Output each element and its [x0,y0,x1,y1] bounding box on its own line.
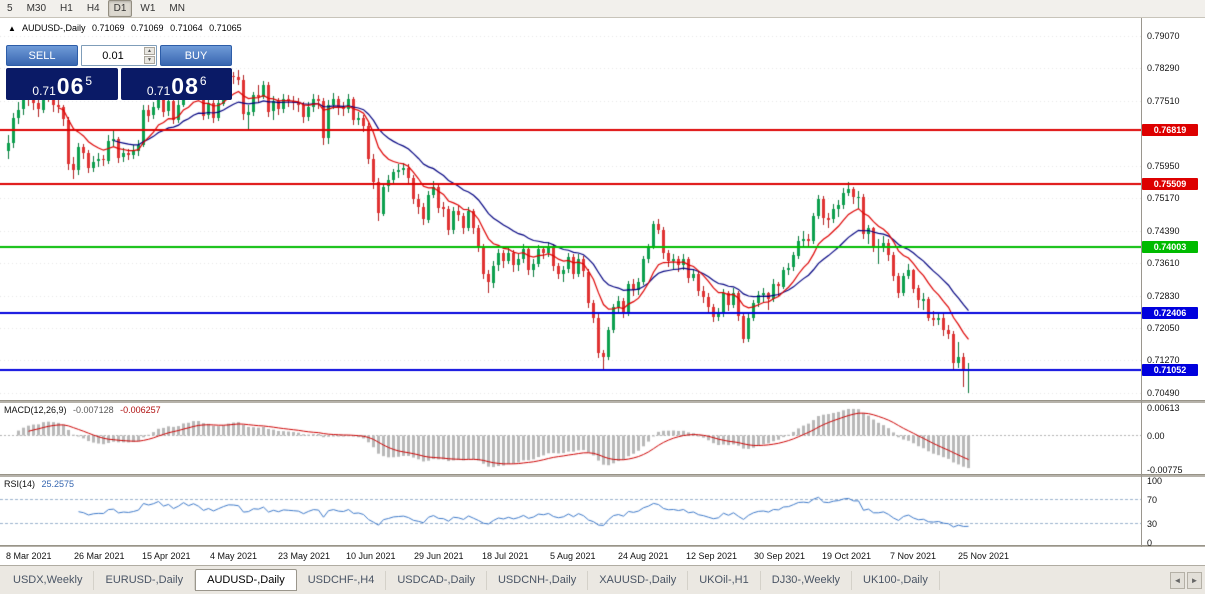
time-axis-label: 25 Nov 2021 [958,551,1010,561]
macd-canvas[interactable] [0,403,1141,474]
tab-scroll-left-icon[interactable]: ◄ [1170,572,1185,589]
buy-button[interactable]: BUY [160,45,232,66]
price-axis-label: 0.73610 [1147,258,1180,269]
price-axis-label: 0.78290 [1147,63,1180,74]
price-axis-separator [1141,18,1142,547]
buy-price-prefix: 0.71 [146,84,171,98]
rsi-name: RSI(14) [4,479,36,489]
price-axis-label: 0.79070 [1147,30,1180,41]
time-axis-label: 4 May 2021 [210,551,258,561]
time-axis-separator [0,545,1205,547]
price-axis-label: 0.72050 [1147,323,1180,333]
volume-up-icon[interactable]: ▲ [144,47,155,55]
sell-price-pips: 06 [56,73,85,99]
bar-close-value: 0.71065 [209,23,242,33]
price-axis-label: 0.71270 [1147,355,1180,366]
panel-resize-handle[interactable] [0,400,1205,403]
time-axis-label: 29 Jun 2021 [414,551,464,561]
time-axis-label: 30 Sep 2021 [754,551,806,561]
time-axis-label: 5 Aug 2021 [550,551,596,561]
volume-input[interactable] [82,46,156,65]
rsi-axis-label: 0 [1147,538,1153,548]
time-axis-label: 8 Mar 2021 [6,551,52,561]
timeframe-h4[interactable]: H4 [86,3,100,14]
price-line-tag: 0.74003 [1142,240,1198,253]
volume-box: ▲ ▼ [81,45,157,66]
chart-tab-audusd-daily[interactable]: AUDUSD-,Daily [195,569,297,591]
timeframe-d1[interactable]: D1 [107,0,133,17]
time-axis-label: 24 Aug 2021 [618,551,669,561]
rsi-axis-label: 30 [1147,519,1158,530]
timeframe-mn[interactable]: MN [169,3,185,14]
sell-price-point: 5 [85,74,93,88]
time-axis-label: 15 Apr 2021 [142,551,191,561]
rsi-value: 25.2575 [41,479,75,489]
macd-axis-label: -0.00775 [1147,465,1183,475]
macd-axis-label: 0.00 [1147,431,1165,442]
chart-tab-dj30-weekly[interactable]: DJ30-,Weekly [761,570,853,590]
buy-price-display[interactable]: 0.71 08 6 [120,68,232,100]
price-axis-label: 0.75170 [1147,193,1180,204]
time-axis-label: 19 Oct 2021 [822,551,872,561]
timeframe-w1[interactable]: W1 [140,3,156,14]
macd-signal-value: -0.006257 [120,405,161,415]
time-axis-label: 7 Nov 2021 [890,551,937,561]
sell-price-display[interactable]: 0.71 06 5 [6,68,118,100]
bar-high-value: 0.71069 [131,23,164,33]
volume-down-icon[interactable]: ▼ [144,56,155,64]
active-chart-marker-icon: ▲ [8,24,16,33]
time-axis-label: 23 May 2021 [278,551,331,561]
macd-main-value: -0.007128 [73,405,114,415]
macd-label: MACD(12,26,9) -0.007128 -0.006257 [4,405,161,415]
chart-tab-eurusd-daily[interactable]: EURUSD-,Daily [94,570,196,590]
rsi-canvas[interactable] [0,477,1141,545]
price-axis-label: 0.74390 [1147,225,1180,236]
chart-tab-uk100-daily[interactable]: UK100-,Daily [852,570,940,590]
time-axis-label: 12 Sep 2021 [686,551,738,561]
price-line-tag: 0.71052 [1142,363,1198,376]
timeframe-toolbar: 5 M30 H1 H4 D1 W1 MN [0,0,1205,18]
buy-price-point: 6 [199,74,207,88]
rsi-label: RSI(14) 25.2575 [4,479,74,489]
bar-low-value: 0.71064 [170,23,203,33]
time-axis-label: 18 Jul 2021 [482,551,529,561]
buy-price-pips: 08 [171,73,199,99]
price-axis-label: 0.70490 [1147,387,1180,398]
chart-tab-bar: USDX,Weekly EURUSD-,Daily AUDUSD-,Daily USD… [0,565,1205,594]
chart-tab-xauusd-daily[interactable]: XAUUSD-,Daily [588,570,689,590]
chart-tab-usdx-weekly[interactable]: USDX,Weekly [2,570,95,590]
chart-title: ▲ AUDUSD-,Daily 0.71069 0.71069 0.71064 … [8,23,246,33]
chart-tab-usdcnh-daily[interactable]: USDCNH-,Daily [487,570,589,590]
time-axis-label: 10 Jun 2021 [346,551,396,561]
chart-tab-usdchf-h4[interactable]: USDCHF-,H4 [297,570,387,590]
price-axis-label: 0.72830 [1147,290,1180,301]
chart-tab-usdcad-daily[interactable]: USDCAD-,Daily [386,570,487,590]
timeframe-m30[interactable]: M30 [26,3,47,14]
timeframe-5[interactable]: 5 [7,3,13,14]
tab-scroll-buttons: ◄ ► [1170,572,1202,589]
rsi-axis-label: 100 [1147,476,1163,486]
bar-open-value: 0.71069 [91,23,125,33]
timeframe-h1[interactable]: H1 [60,3,73,14]
price-axis-label: 0.77510 [1147,95,1180,106]
macd-axis-label: 0.00613 [1147,403,1180,414]
time-axis-label: 26 Mar 2021 [74,551,125,561]
chart-tab-ukoil-h1[interactable]: UKOil-,H1 [688,570,761,590]
macd-name: MACD(12,26,9) [4,405,67,415]
sell-button[interactable]: SELL [6,45,78,66]
symbol-period-label: AUDUSD-,Daily [21,23,86,33]
sell-price-prefix: 0.71 [32,84,56,98]
tab-scroll-right-icon[interactable]: ► [1187,572,1202,589]
price-line-tag: 0.72406 [1142,307,1198,320]
price-line-tag: 0.76819 [1142,123,1198,136]
price-line-tag: 0.75509 [1142,178,1198,191]
panel-resize-handle[interactable] [0,474,1205,477]
price-axis-label: 0.75950 [1147,160,1180,171]
rsi-axis-label: 70 [1147,494,1158,505]
